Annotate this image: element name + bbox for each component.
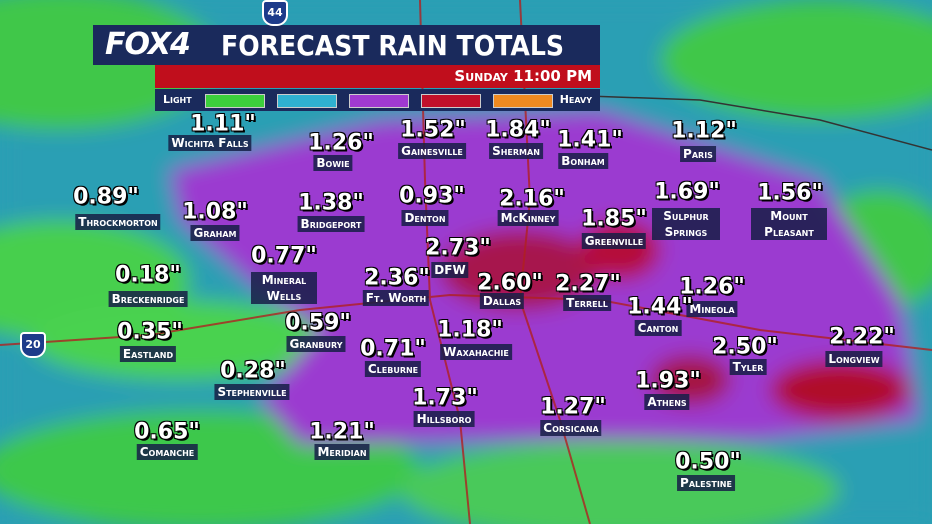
rain-total: 2.16"	[499, 186, 565, 212]
rain-total: 1.11"	[190, 111, 256, 137]
city-name: Dallas	[479, 293, 525, 309]
legend: Light Heavy	[155, 89, 600, 111]
legend-swatch	[349, 94, 409, 108]
rain-total: 2.50"	[712, 334, 778, 360]
rain-total: 0.89"	[73, 184, 139, 210]
city-name: Breckenridge	[108, 291, 188, 307]
city-name: Waxahachie	[440, 344, 512, 360]
logo: FOX4	[105, 27, 191, 62]
city-name: Denton	[401, 210, 449, 226]
rain-total: 1.52"	[400, 117, 466, 143]
rain-total: 1.21"	[309, 419, 375, 445]
rain-total: 1.44"	[627, 294, 693, 320]
rain-total: 1.26"	[308, 130, 374, 156]
rain-total: 0.93"	[399, 183, 465, 209]
city-name: Granbury	[286, 336, 346, 352]
rain-total: 1.84"	[485, 117, 551, 143]
city-name: Corsicana	[540, 420, 602, 436]
city-name: Wichita Falls	[168, 135, 252, 151]
rain-total: 0.18"	[115, 262, 181, 288]
legend-swatch	[205, 94, 265, 108]
title: FORECAST RAIN TOTALS	[221, 29, 565, 62]
city-name: Graham	[190, 225, 240, 241]
city-name: Athens	[644, 394, 690, 410]
city-name: Meridian	[314, 444, 370, 460]
rain-total: 2.73"	[425, 235, 491, 261]
rain-total: 1.26"	[679, 274, 745, 300]
city-name: Bowie	[313, 155, 353, 171]
city-name: Mount Pleasant	[751, 208, 827, 240]
city-name: Mineola	[686, 301, 738, 317]
city-name: Mineral Wells	[251, 272, 317, 304]
highway-shield: 44	[262, 0, 288, 26]
city-name: Sulphur Springs	[652, 208, 720, 240]
rain-total: 1.73"	[412, 385, 478, 411]
rain-total: 1.41"	[557, 127, 623, 153]
city-name: Greenville	[581, 233, 647, 249]
rain-total: 1.69"	[654, 179, 720, 205]
city-name: Throckmorton	[75, 214, 161, 230]
rain-total: 0.35"	[117, 319, 183, 345]
city-name: Bonham	[558, 153, 608, 169]
rain-total: 1.93"	[635, 368, 701, 394]
rain-total: 1.27"	[540, 394, 606, 420]
rain-total: 2.36"	[364, 265, 430, 291]
rain-total: 1.18"	[437, 317, 503, 343]
rain-total: 0.65"	[134, 419, 200, 445]
city-name: Longview	[825, 351, 883, 367]
legend-swatch	[493, 94, 553, 108]
rain-total: 1.12"	[671, 118, 737, 144]
city-name: McKinney	[497, 210, 559, 226]
city-name: Terrell	[563, 295, 611, 311]
rain-total: 1.85"	[581, 206, 647, 232]
legend-swatch	[421, 94, 481, 108]
city-name: Cleburne	[364, 361, 422, 377]
city-name: Gainesville	[398, 143, 466, 159]
city-name: Canton	[634, 320, 682, 336]
city-name: Eastland	[119, 346, 177, 362]
header: FOX4 FORECAST RAIN TOTALS	[93, 25, 600, 65]
rain-total: 2.22"	[829, 324, 895, 350]
city-name: Stephenville	[214, 384, 290, 400]
rain-total: 1.38"	[298, 190, 364, 216]
rain-total: 2.27"	[555, 271, 621, 297]
time: Sunday 11:00 PM	[454, 67, 592, 85]
rain-total: 0.59"	[285, 310, 351, 336]
rain-total: 0.71"	[360, 336, 426, 362]
legend-low: Light	[163, 93, 192, 106]
city-name: DFW	[431, 262, 469, 278]
legend-high: Heavy	[559, 93, 592, 106]
city-name: Ft. Worth	[362, 290, 430, 306]
rain-total: 0.50"	[675, 449, 741, 475]
rain-total: 2.60"	[477, 270, 543, 296]
city-name: Tyler	[729, 359, 767, 375]
time-bar: Sunday 11:00 PM	[155, 65, 600, 88]
city-name: Comanche	[136, 444, 198, 460]
city-name: Hillsboro	[413, 411, 475, 427]
rain-total: 0.28"	[220, 358, 286, 384]
city-name: Sherman	[489, 143, 543, 159]
rain-total: 1.56"	[757, 180, 823, 206]
highway-shield: 20	[20, 332, 46, 358]
legend-swatch	[277, 94, 337, 108]
rain-total: 1.08"	[182, 199, 248, 225]
city-name: Paris	[680, 146, 716, 162]
rain-total: 0.77"	[251, 243, 317, 269]
city-name: Palestine	[677, 475, 735, 491]
city-name: Bridgeport	[297, 216, 365, 232]
